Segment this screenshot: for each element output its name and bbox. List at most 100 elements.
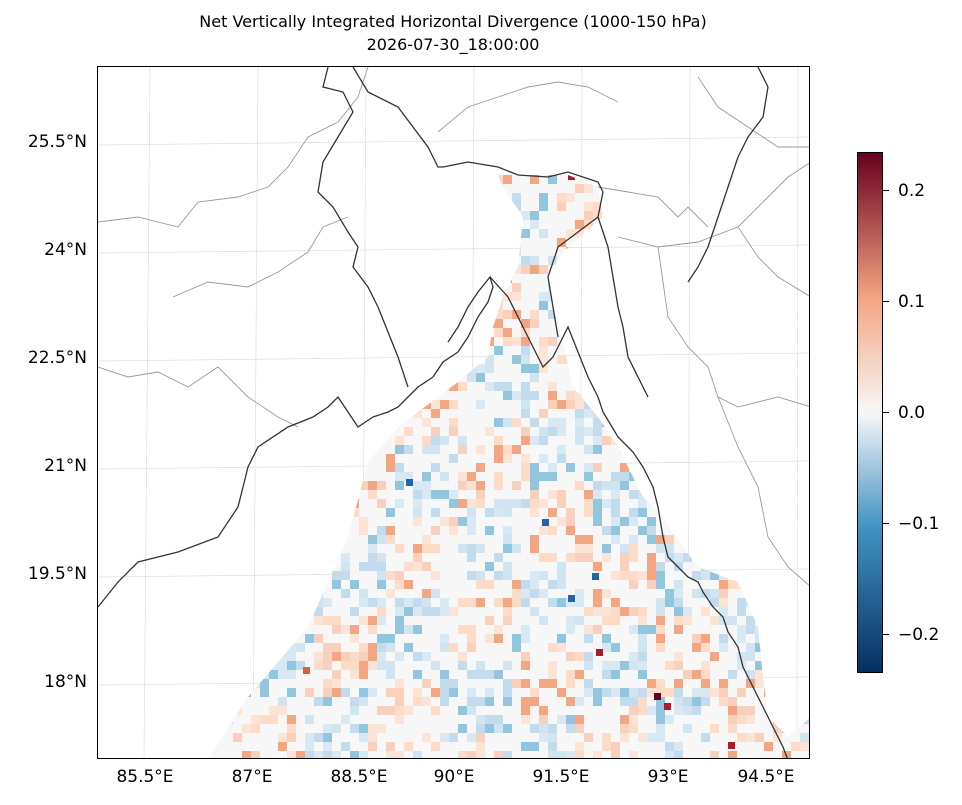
- field-cell: [539, 427, 548, 436]
- field-cell: [134, 652, 143, 661]
- field-cell: [170, 238, 179, 247]
- field-cell: [296, 490, 305, 499]
- field-cell: [719, 436, 728, 445]
- field-cell: [305, 517, 314, 526]
- field-cell: [692, 670, 701, 679]
- field-cell: [539, 472, 548, 481]
- field-cell: [449, 301, 458, 310]
- field-cell: [575, 535, 584, 544]
- field-cell: [395, 184, 404, 193]
- field-cell: [584, 472, 593, 481]
- field-cell: [350, 85, 359, 94]
- field-cell: [746, 571, 755, 580]
- field-cell: [692, 571, 701, 580]
- field-cell: [296, 175, 305, 184]
- field-cell: [350, 112, 359, 121]
- field-cell: [683, 616, 692, 625]
- field-cell: [476, 463, 485, 472]
- field-cell: [584, 445, 593, 454]
- field-cell: [503, 148, 512, 157]
- field-cell: [242, 436, 251, 445]
- field-cell: [269, 76, 278, 85]
- field-cell: [143, 562, 152, 571]
- field-cell: [485, 427, 494, 436]
- field-cell: [575, 400, 584, 409]
- field-cell: [323, 175, 332, 184]
- field-cell: [764, 328, 773, 337]
- field-cell: [755, 418, 764, 427]
- field-cell: [521, 355, 530, 364]
- field-cell: [755, 337, 764, 346]
- field-cell: [575, 544, 584, 553]
- field-cell: [107, 157, 116, 166]
- field-cell: [638, 292, 647, 301]
- field-cell: [386, 535, 395, 544]
- field-cell: [494, 328, 503, 337]
- field-cell: [98, 697, 107, 706]
- field-cell: [575, 670, 584, 679]
- field-cell: [170, 319, 179, 328]
- field-cell: [269, 319, 278, 328]
- field-cell: [503, 499, 512, 508]
- field-cell: [665, 688, 674, 697]
- field-cell: [431, 67, 440, 76]
- field-cell: [404, 337, 413, 346]
- field-cell: [566, 508, 575, 517]
- field-cell: [728, 94, 737, 103]
- field-cell: [593, 76, 602, 85]
- field-cell: [278, 67, 287, 76]
- field-cell: [521, 400, 530, 409]
- field-cell: [512, 580, 521, 589]
- field-cell: [323, 679, 332, 688]
- field-cell: [368, 265, 377, 274]
- field-cell: [566, 283, 575, 292]
- field-cell: [557, 202, 566, 211]
- field-cell: [179, 274, 188, 283]
- field-cell: [422, 319, 431, 328]
- field-cell: [629, 580, 638, 589]
- field-cell: [629, 607, 638, 616]
- field-cell: [728, 76, 737, 85]
- field-cell: [485, 688, 494, 697]
- field-cell: [665, 265, 674, 274]
- field-cell: [692, 418, 701, 427]
- field-cell: [431, 328, 440, 337]
- field-cell: [656, 598, 665, 607]
- field-cell: [143, 598, 152, 607]
- field-cell: [278, 544, 287, 553]
- field-cell: [782, 220, 791, 229]
- field-cell: [746, 301, 755, 310]
- field-cell: [773, 292, 782, 301]
- field-cell: [566, 616, 575, 625]
- field-cell: [593, 499, 602, 508]
- field-cell: [152, 310, 161, 319]
- field-cell: [746, 292, 755, 301]
- field-cell: [305, 400, 314, 409]
- field-cell: [809, 436, 810, 445]
- field-cell: [413, 517, 422, 526]
- field-cell: [350, 139, 359, 148]
- field-cell: [521, 211, 530, 220]
- field-cell: [215, 184, 224, 193]
- field-cell: [494, 418, 503, 427]
- field-cell: [539, 67, 548, 76]
- field-cell: [116, 328, 125, 337]
- field-cell: [539, 166, 548, 175]
- field-cell: [377, 661, 386, 670]
- field-cell: [593, 364, 602, 373]
- field-cell: [125, 409, 134, 418]
- field-cell: [584, 688, 593, 697]
- field-cell: [737, 625, 746, 634]
- field-cell: [530, 688, 539, 697]
- field-cell: [395, 697, 404, 706]
- field-cell: [755, 625, 764, 634]
- field-cell: [566, 193, 575, 202]
- field-cell: [170, 472, 179, 481]
- field-cell: [98, 490, 107, 499]
- field-cell: [557, 193, 566, 202]
- field-cell: [665, 589, 674, 598]
- field-cell: [278, 184, 287, 193]
- field-cell: [107, 508, 116, 517]
- field-cell: [440, 607, 449, 616]
- field-cell: [368, 724, 377, 733]
